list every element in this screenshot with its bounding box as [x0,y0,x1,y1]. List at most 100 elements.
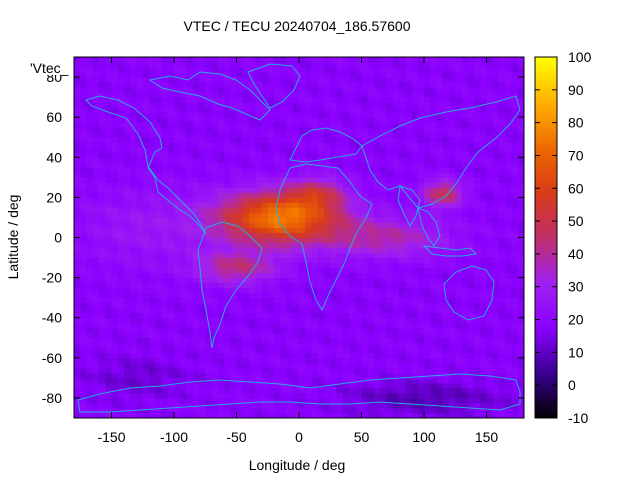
heatmap-cell [342,287,350,294]
heatmap-cell [124,132,131,138]
heatmap-cell [255,197,262,203]
heatmap-cell [242,282,250,289]
heatmap-cell [292,312,300,319]
heatmap-cell [74,377,81,384]
heatmap-cell [130,267,137,273]
heatmap-cell [192,232,200,238]
heatmap-cell [299,137,306,143]
heatmap-cell [374,92,381,98]
heatmap-cell [117,187,125,193]
heatmap-cell [130,287,137,294]
heatmap-cell [86,347,94,354]
heatmap-cell [511,157,519,163]
heatmap-cell [161,257,169,263]
heatmap-cell [142,192,150,198]
heatmap-cell [492,412,500,419]
heatmap-cell [324,212,331,218]
heatmap-cell [261,182,269,188]
heatmap-cell [180,287,187,294]
heatmap-cell [424,197,431,203]
heatmap-cell [111,157,119,163]
heatmap-cell [105,407,112,414]
heatmap-cell [105,307,112,314]
heatmap-cell [405,242,412,248]
heatmap-cell [161,387,169,394]
heatmap-cell [405,157,412,163]
heatmap-cell [424,187,431,193]
heatmap-cell [449,292,456,299]
heatmap-cell [286,212,294,218]
heatmap-cell [86,92,94,98]
heatmap-cell [149,412,156,419]
heatmap-cell [136,82,144,88]
heatmap-cell [205,142,212,148]
heatmap-cell [280,72,287,78]
heatmap-cell [355,92,362,98]
heatmap-cell [280,152,287,158]
heatmap-cell [455,362,462,369]
heatmap-cell [474,152,481,158]
heatmap-cell [474,262,481,268]
heatmap-cell [311,87,319,93]
heatmap-cell [299,352,306,359]
heatmap-cell [286,247,294,253]
heatmap-cell [205,237,212,243]
heatmap-cell [292,122,300,128]
heatmap-cell [517,232,525,238]
heatmap-cell [405,187,412,193]
heatmap-cell [86,252,94,258]
heatmap-cell [86,102,94,108]
heatmap-cell [105,122,112,128]
heatmap-cell [305,87,312,93]
heatmap-cell [424,107,431,113]
heatmap-cell [174,102,181,108]
heatmap-cell [361,77,369,83]
heatmap-cell [411,222,419,228]
heatmap-cell [474,142,481,148]
heatmap-cell [467,377,475,384]
heatmap-cell [199,242,206,248]
heatmap-cell [142,257,150,263]
heatmap-cell [486,147,494,153]
heatmap-cell [367,192,375,198]
heatmap-cell [124,77,131,83]
heatmap-cell [467,247,475,253]
heatmap-cell [436,352,444,359]
heatmap-cell [255,297,262,304]
heatmap-cell [224,132,231,138]
heatmap-cell [392,317,400,324]
heatmap-cell [217,377,225,384]
heatmap-cell [374,142,381,148]
heatmap-cell [336,102,344,108]
heatmap-cell [436,357,444,364]
heatmap-cell [242,352,250,359]
heatmap-cell [380,312,387,319]
heatmap-cell [417,397,425,404]
heatmap-cell [249,342,256,349]
heatmap-cell [236,117,244,123]
heatmap-cell [449,247,456,253]
heatmap-cell [411,132,419,138]
heatmap-cell [324,342,331,349]
heatmap-cell [230,217,237,223]
heatmap-cell [299,192,306,198]
heatmap-cell [424,367,431,374]
heatmap-cell [392,112,400,118]
heatmap-cell [236,307,244,314]
heatmap-cell [417,117,425,123]
heatmap-cell [286,332,294,339]
heatmap-cell [180,72,187,78]
heatmap-cell [167,177,175,183]
heatmap-cell [230,127,237,133]
heatmap-cell [336,262,344,268]
heatmap-cell [124,257,131,263]
heatmap-cell [355,332,362,339]
heatmap-cell [361,402,369,409]
heatmap-cell [286,307,294,314]
heatmap-cell [367,397,375,404]
heatmap-cell [317,237,325,243]
heatmap-cell [192,242,200,248]
heatmap-cell [167,197,175,203]
heatmap-cell [499,72,506,78]
heatmap-cell [467,307,475,314]
